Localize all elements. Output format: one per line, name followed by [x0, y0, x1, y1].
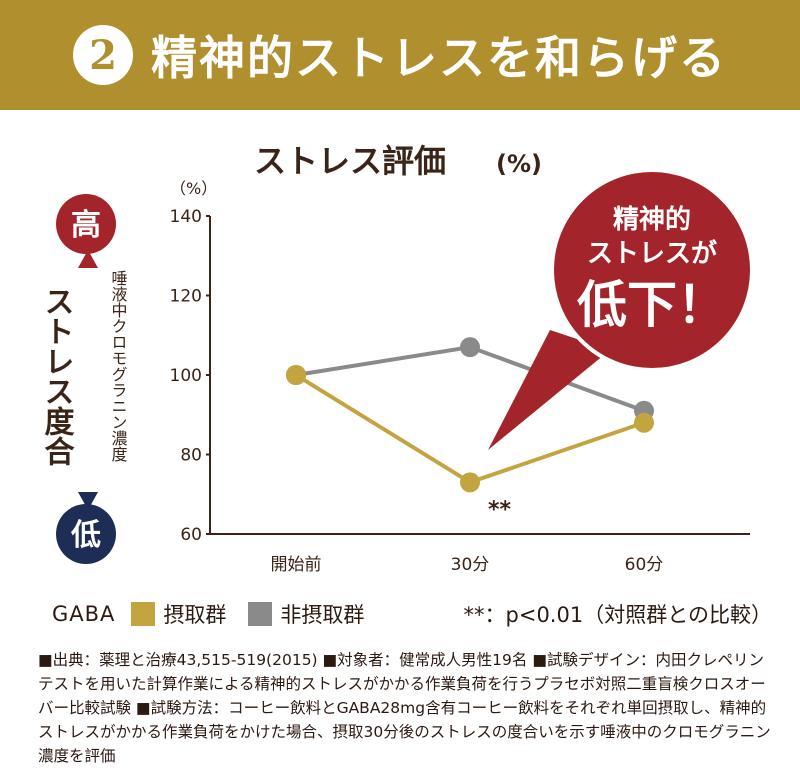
saliva-measure-label: 唾液中クロモグラニン濃度	[109, 270, 128, 462]
stress-degree-label: ストレス度合	[39, 286, 75, 466]
callout-circle	[550, 168, 754, 372]
x-tick-label: 開始前	[271, 555, 322, 575]
scale-arrow-up-icon	[78, 250, 98, 268]
section-title: 精神的ストレスを和らげる	[151, 31, 727, 85]
y-tick-label: 120	[170, 287, 202, 307]
y-tick-label: 60	[180, 525, 202, 545]
data-point-intake	[286, 365, 306, 385]
x-ticks: 開始前 30分 60分	[271, 555, 664, 575]
data-point-non-intake	[460, 337, 480, 358]
y-tick-label: 80	[180, 446, 202, 466]
section-number-badge: 2	[73, 25, 133, 85]
chart-title-unit: (%)	[496, 150, 542, 178]
scale-arrow-down-icon	[78, 492, 98, 510]
x-tick-label: 30分	[451, 555, 490, 575]
callout-line-3: 低下！	[577, 276, 727, 334]
y-tick-label: 100	[170, 366, 202, 386]
legend-swatch-non-intake	[248, 602, 273, 626]
significance-annotation: **	[488, 497, 512, 522]
callout-pointer	[488, 330, 610, 450]
legend-swatch-intake	[131, 602, 156, 626]
legend-label-non-intake: 非摂取群	[280, 603, 365, 627]
series-group	[286, 337, 654, 493]
high-label: 高	[71, 208, 101, 243]
low-label: 低	[70, 518, 101, 553]
callout-line-2: ストレスが	[587, 238, 717, 269]
legend-label-intake: 摂取群	[163, 603, 227, 627]
header-banner: 2 精神的ストレスを和らげる	[0, 0, 800, 110]
callout-bubble: 精神的 ストレスが 低下！	[488, 168, 754, 450]
data-point-intake	[460, 472, 480, 493]
callout-line-1: 精神的	[613, 204, 691, 235]
legend-prefix: GABA	[52, 602, 116, 626]
x-tick-label: 60分	[625, 555, 664, 575]
study-footnote: ■出典：薬理と治療43,515-519(2015) ■対象者：健常成人男性19名…	[38, 651, 771, 765]
stress-scale: 高 低 ストレス度合 唾液中クロモグラニン濃度	[39, 194, 128, 564]
y-ticks: 60 80 100 120 140	[170, 207, 210, 545]
stress-chart: ストレス評価 (%) （%） 60 80 100 120 140 開始前 30分 60分 *…	[39, 142, 754, 575]
high-badge	[56, 194, 116, 254]
y-axis-unit: （%）	[170, 179, 217, 198]
data-point-intake	[634, 412, 654, 433]
y-tick-label: 140	[170, 207, 202, 227]
legend-significance-note: **：p<0.01（対照群との比較）	[463, 603, 772, 627]
low-badge	[56, 504, 116, 564]
chart-legend: GABA 摂取群 非摂取群 **：p<0.01（対照群との比較）	[52, 596, 772, 632]
chart-title: ストレス評価	[254, 142, 446, 180]
